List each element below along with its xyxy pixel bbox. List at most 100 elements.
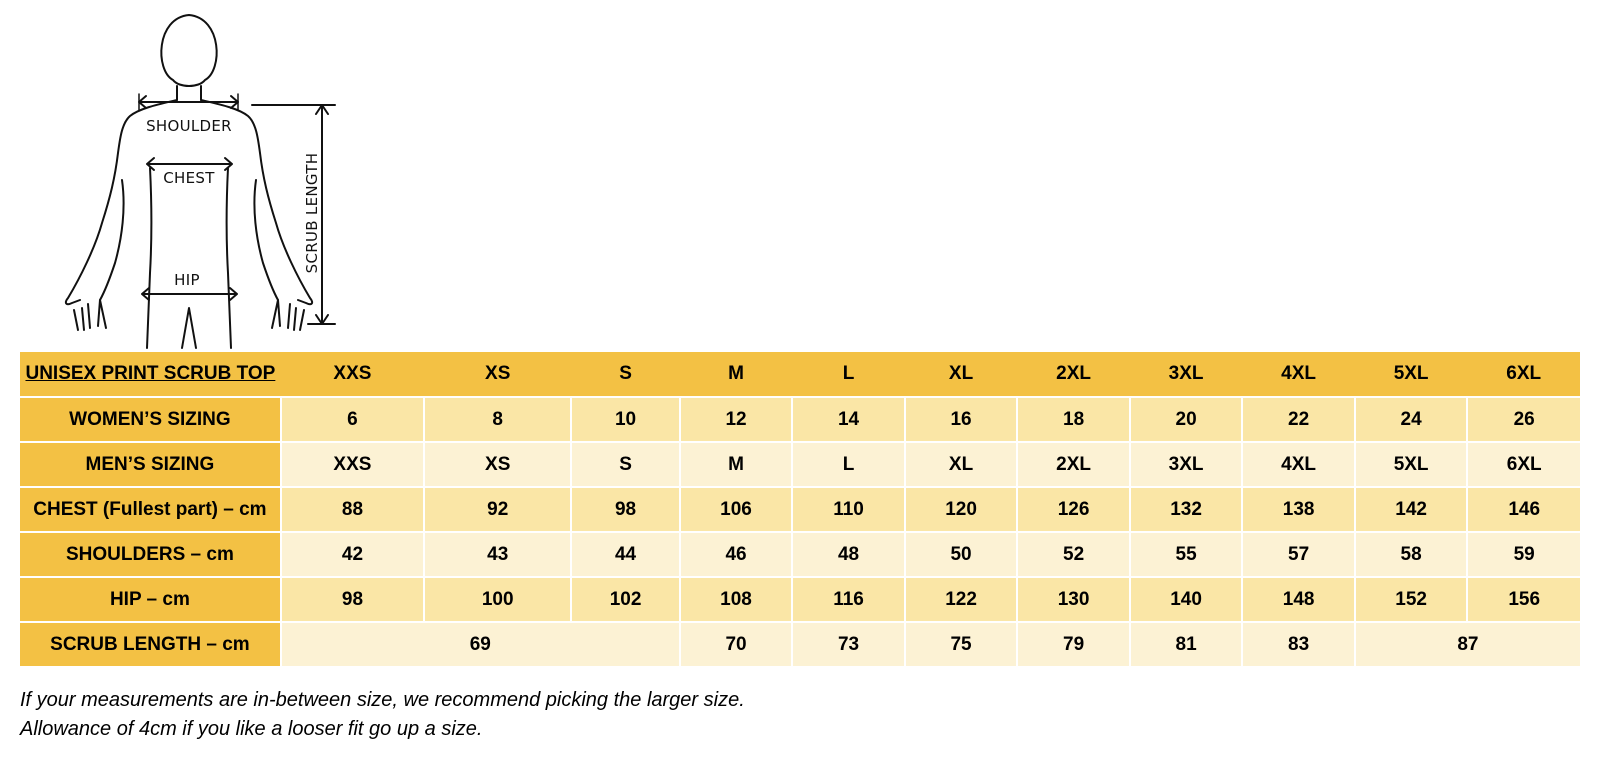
row-label: MEN’S SIZING: [20, 442, 282, 488]
table-cell: 3XL: [1129, 442, 1244, 488]
size-header-cell: 2XL: [1017, 352, 1130, 398]
size-header-cell: XS: [424, 352, 572, 398]
table-cell: 110: [792, 487, 906, 533]
table-cell: 6XL: [1467, 442, 1580, 488]
table-cell: 44: [571, 532, 681, 578]
table-cell: 57: [1242, 532, 1356, 578]
row-label: SCRUB LENGTH – cm: [20, 622, 282, 668]
table-cell: 2XL: [1017, 442, 1131, 488]
table-cell: 106: [679, 487, 794, 533]
table-cell: 130: [1017, 577, 1131, 623]
head-outline: [160, 14, 218, 87]
table-cell: 116: [792, 577, 906, 623]
table-cell: 122: [904, 577, 1019, 623]
size-header-cell: M: [679, 352, 793, 398]
table-cell: 152: [1354, 577, 1469, 623]
scrub-length-row: SCRUB LENGTH – cm 69 70 73 75 79 81 83 8…: [20, 622, 1580, 668]
table-cell: 5XL: [1354, 442, 1469, 488]
table-cell: 75: [904, 622, 1019, 668]
row-label: SHOULDERS – cm: [20, 532, 282, 578]
table-cell: 83: [1242, 622, 1356, 668]
table-cell: 12: [679, 397, 794, 443]
table-cell: 48: [792, 532, 906, 578]
table-cell: 98: [280, 577, 426, 623]
table-cell: 26: [1467, 397, 1580, 443]
table-cell: 102: [571, 577, 681, 623]
size-header-cell: XL: [904, 352, 1018, 398]
table-cell: 20: [1129, 397, 1244, 443]
shoulder-label: SHOULDER: [146, 117, 232, 135]
table-cell: 50: [904, 532, 1019, 578]
size-header-row: UNISEX PRINT SCRUB TOP XXS XS S M L XL 2…: [20, 352, 1580, 398]
table-cell: 88: [280, 487, 426, 533]
size-chart-table: UNISEX PRINT SCRUB TOP XXS XS S M L XL 2…: [20, 352, 1580, 668]
table-cell: 87: [1354, 622, 1580, 668]
table-cell: 138: [1242, 487, 1356, 533]
product-name: UNISEX PRINT SCRUB TOP: [20, 352, 281, 398]
table-cell: 10: [571, 397, 681, 443]
table-cell: 73: [792, 622, 906, 668]
body-outline-illustration: SHOULDER CHEST HIP SCRUB LENGTH: [64, 14, 336, 349]
table-cell: 70: [679, 622, 794, 668]
table-cell: 142: [1354, 487, 1469, 533]
mens-sizing-row: MEN’S SIZING XXS XS S M L XL 2XL 3XL 4XL…: [20, 442, 1580, 488]
table-cell: 100: [424, 577, 573, 623]
row-label: WOMEN’S SIZING: [20, 397, 282, 443]
size-header-cell: 3XL: [1129, 352, 1243, 398]
table-cell: L: [792, 442, 906, 488]
size-header-cell: 5XL: [1354, 352, 1468, 398]
table-cell: 156: [1467, 577, 1580, 623]
scrub-length-label: SCRUB LENGTH: [303, 153, 321, 274]
body-measurement-diagram: SHOULDER CHEST HIP SCRUB LENGTH: [60, 8, 360, 353]
table-cell: M: [679, 442, 794, 488]
table-cell: 59: [1467, 532, 1580, 578]
chest-label: CHEST: [163, 169, 215, 187]
table-cell: 140: [1129, 577, 1244, 623]
note-line: Allowance of 4cm if you like a looser fi…: [20, 718, 483, 740]
table-cell: 46: [679, 532, 794, 578]
womens-sizing-row: WOMEN’S SIZING 6 8 10 12 14 16 18 20 22 …: [20, 397, 1580, 443]
row-label: HIP – cm: [20, 577, 282, 623]
size-header-cell: XXS: [280, 352, 425, 398]
table-cell: 24: [1354, 397, 1469, 443]
table-cell: 4XL: [1242, 442, 1356, 488]
table-cell: XL: [904, 442, 1019, 488]
table-cell: 43: [424, 532, 573, 578]
size-header-cell: 6XL: [1467, 352, 1580, 398]
table-cell: 126: [1017, 487, 1131, 533]
table-cell: 98: [571, 487, 681, 533]
table-cell: 108: [679, 577, 794, 623]
table-cell: 120: [904, 487, 1019, 533]
note-line: If your measurements are in-between size…: [20, 689, 745, 711]
table-cell: 55: [1129, 532, 1244, 578]
table-cell: 146: [1467, 487, 1580, 533]
hip-row: HIP – cm 98 100 102 108 116 122 130 140 …: [20, 577, 1580, 623]
shoulders-row: SHOULDERS – cm 42 43 44 46 48 50 52 55 5…: [20, 532, 1580, 578]
table-cell: 14: [792, 397, 906, 443]
size-header-cell: 4XL: [1242, 352, 1355, 398]
left-side-outline: [64, 99, 178, 306]
chest-row: CHEST (Fullest part) – cm 88 92 98 106 1…: [20, 487, 1580, 533]
table-cell: 22: [1242, 397, 1356, 443]
fit-notes: If your measurements are in-between size…: [20, 686, 745, 744]
table-cell: 58: [1354, 532, 1469, 578]
hip-label: HIP: [174, 271, 200, 289]
table-cell: 6: [280, 397, 426, 443]
table-cell: 8: [424, 397, 573, 443]
table-cell: 42: [280, 532, 426, 578]
table-cell: 92: [424, 487, 573, 533]
table-cell: XS: [424, 442, 573, 488]
table-cell: 148: [1242, 577, 1356, 623]
row-label: CHEST (Fullest part) – cm: [20, 487, 282, 533]
right-side-outline: [200, 99, 314, 306]
size-header-cell: S: [571, 352, 680, 398]
table-cell: 79: [1017, 622, 1131, 668]
table-cell: 132: [1129, 487, 1244, 533]
table-cell: 69: [280, 622, 681, 668]
table-cell: 81: [1129, 622, 1244, 668]
table-cell: 18: [1017, 397, 1131, 443]
size-header-cell: L: [792, 352, 905, 398]
table-cell: 52: [1017, 532, 1131, 578]
table-cell: 16: [904, 397, 1019, 443]
table-cell: XXS: [280, 442, 426, 488]
